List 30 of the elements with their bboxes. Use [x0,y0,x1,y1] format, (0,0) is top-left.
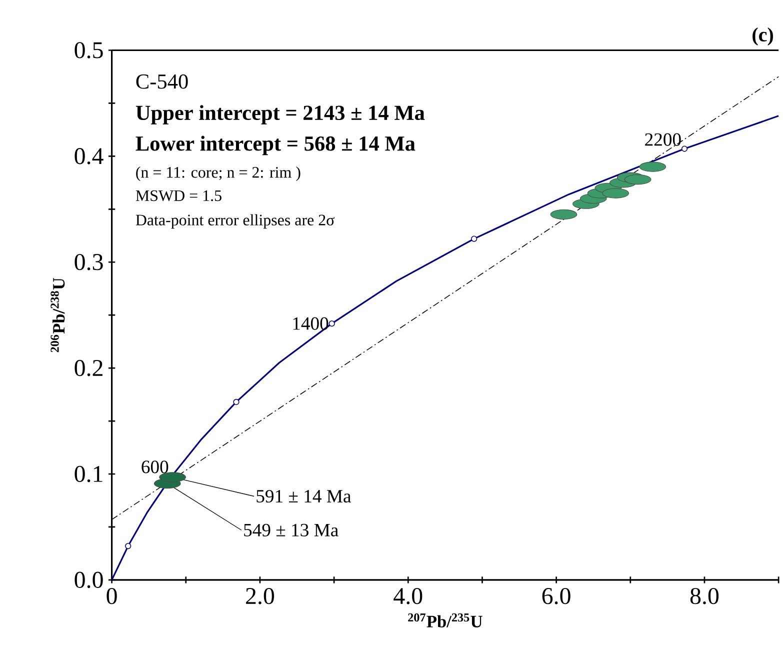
x-axis-title: $^{207}$Pb/$^{235}$U [408,613,482,628]
annotation: 1400 [293,317,328,330]
x-tick-label: 0 [106,588,117,604]
y-tick-label: 0.0 [74,572,103,588]
y-tick-label: 0.3 [74,254,103,270]
x-tick-label: 6.0 [542,588,570,604]
point [328,320,335,327]
x-tick-label: 2.0 [246,588,274,604]
x-tick-label: 8.0 [690,588,719,604]
annotation: MSWD = 1.5 [136,190,222,202]
point [471,236,478,242]
y-axis-title: $^{206}$Pb/$^{238}$U [50,278,65,352]
annotation: 549 ± 13 Ma [244,524,338,537]
point [125,543,132,550]
annotation: (n = 11: core; n = 2: rim ) [136,166,300,182]
point [681,146,688,152]
annotation: 2200 [645,133,681,146]
annotation: Lower intercept = 568 ± 14 Ma [136,136,416,156]
y-tick-label: 0.1 [74,466,102,482]
point [233,398,240,406]
x-tick-label: 4.0 [394,588,422,604]
annotation: 591 ± 14 Ma [256,490,351,503]
annotation: Upper intercept = 2143 ± 14 Ma [136,105,425,124]
y-tick-label: 0.4 [74,148,104,164]
y-tick-label: 0.2 [74,360,102,376]
annotation: C-540 [136,74,188,89]
annotation: 600 [142,460,168,474]
text: (c) [752,28,773,46]
annotation: Data-point error ellipses are 2σ [136,214,334,229]
y-tick-label: 0.5 [74,42,103,58]
